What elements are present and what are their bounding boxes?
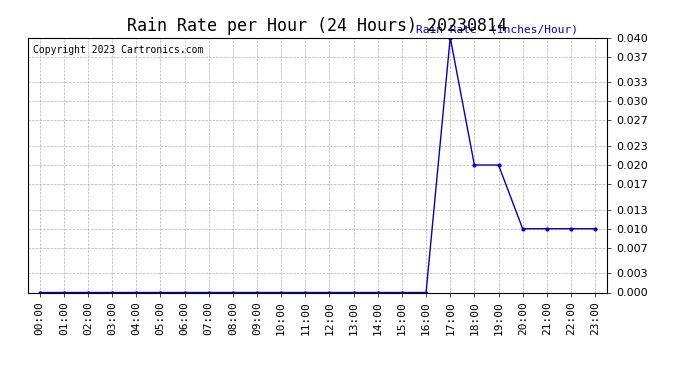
Text: Rain Rate  (Inches/Hour): Rain Rate (Inches/Hour) bbox=[416, 25, 578, 35]
Text: Copyright 2023 Cartronics.com: Copyright 2023 Cartronics.com bbox=[33, 45, 204, 55]
Title: Rain Rate per Hour (24 Hours) 20230814: Rain Rate per Hour (24 Hours) 20230814 bbox=[128, 16, 507, 34]
